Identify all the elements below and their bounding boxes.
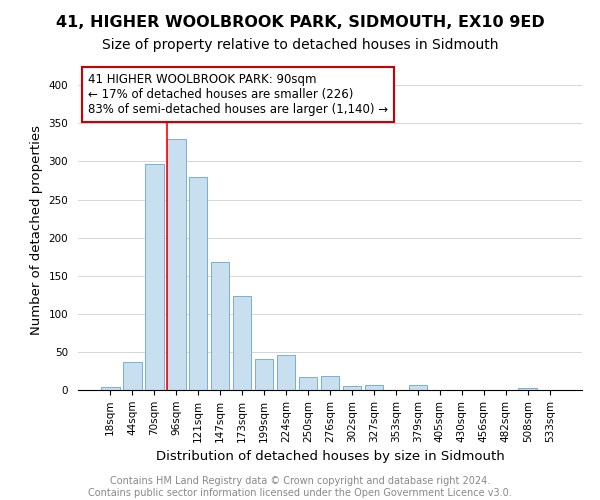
Bar [299, 377, 317, 390]
Bar [365, 386, 383, 390]
Bar [320, 376, 340, 390]
Text: Contains HM Land Registry data © Crown copyright and database right 2024.
Contai: Contains HM Land Registry data © Crown c… [88, 476, 512, 498]
Text: 41, HIGHER WOOLBROOK PARK, SIDMOUTH, EX10 9ED: 41, HIGHER WOOLBROOK PARK, SIDMOUTH, EX1… [56, 15, 544, 30]
Bar [409, 384, 427, 390]
Bar [211, 262, 229, 390]
Bar [233, 296, 251, 390]
Text: 41 HIGHER WOOLBROOK PARK: 90sqm
← 17% of detached houses are smaller (226)
83% o: 41 HIGHER WOOLBROOK PARK: 90sqm ← 17% of… [88, 73, 388, 116]
Bar [255, 359, 274, 390]
Bar [167, 138, 185, 390]
Bar [518, 388, 537, 390]
Bar [101, 387, 119, 390]
Y-axis label: Number of detached properties: Number of detached properties [30, 125, 43, 335]
Bar [343, 386, 361, 390]
Bar [123, 362, 142, 390]
Bar [277, 355, 295, 390]
X-axis label: Distribution of detached houses by size in Sidmouth: Distribution of detached houses by size … [155, 450, 505, 463]
Bar [189, 178, 208, 390]
Text: Size of property relative to detached houses in Sidmouth: Size of property relative to detached ho… [102, 38, 498, 52]
Bar [145, 164, 164, 390]
